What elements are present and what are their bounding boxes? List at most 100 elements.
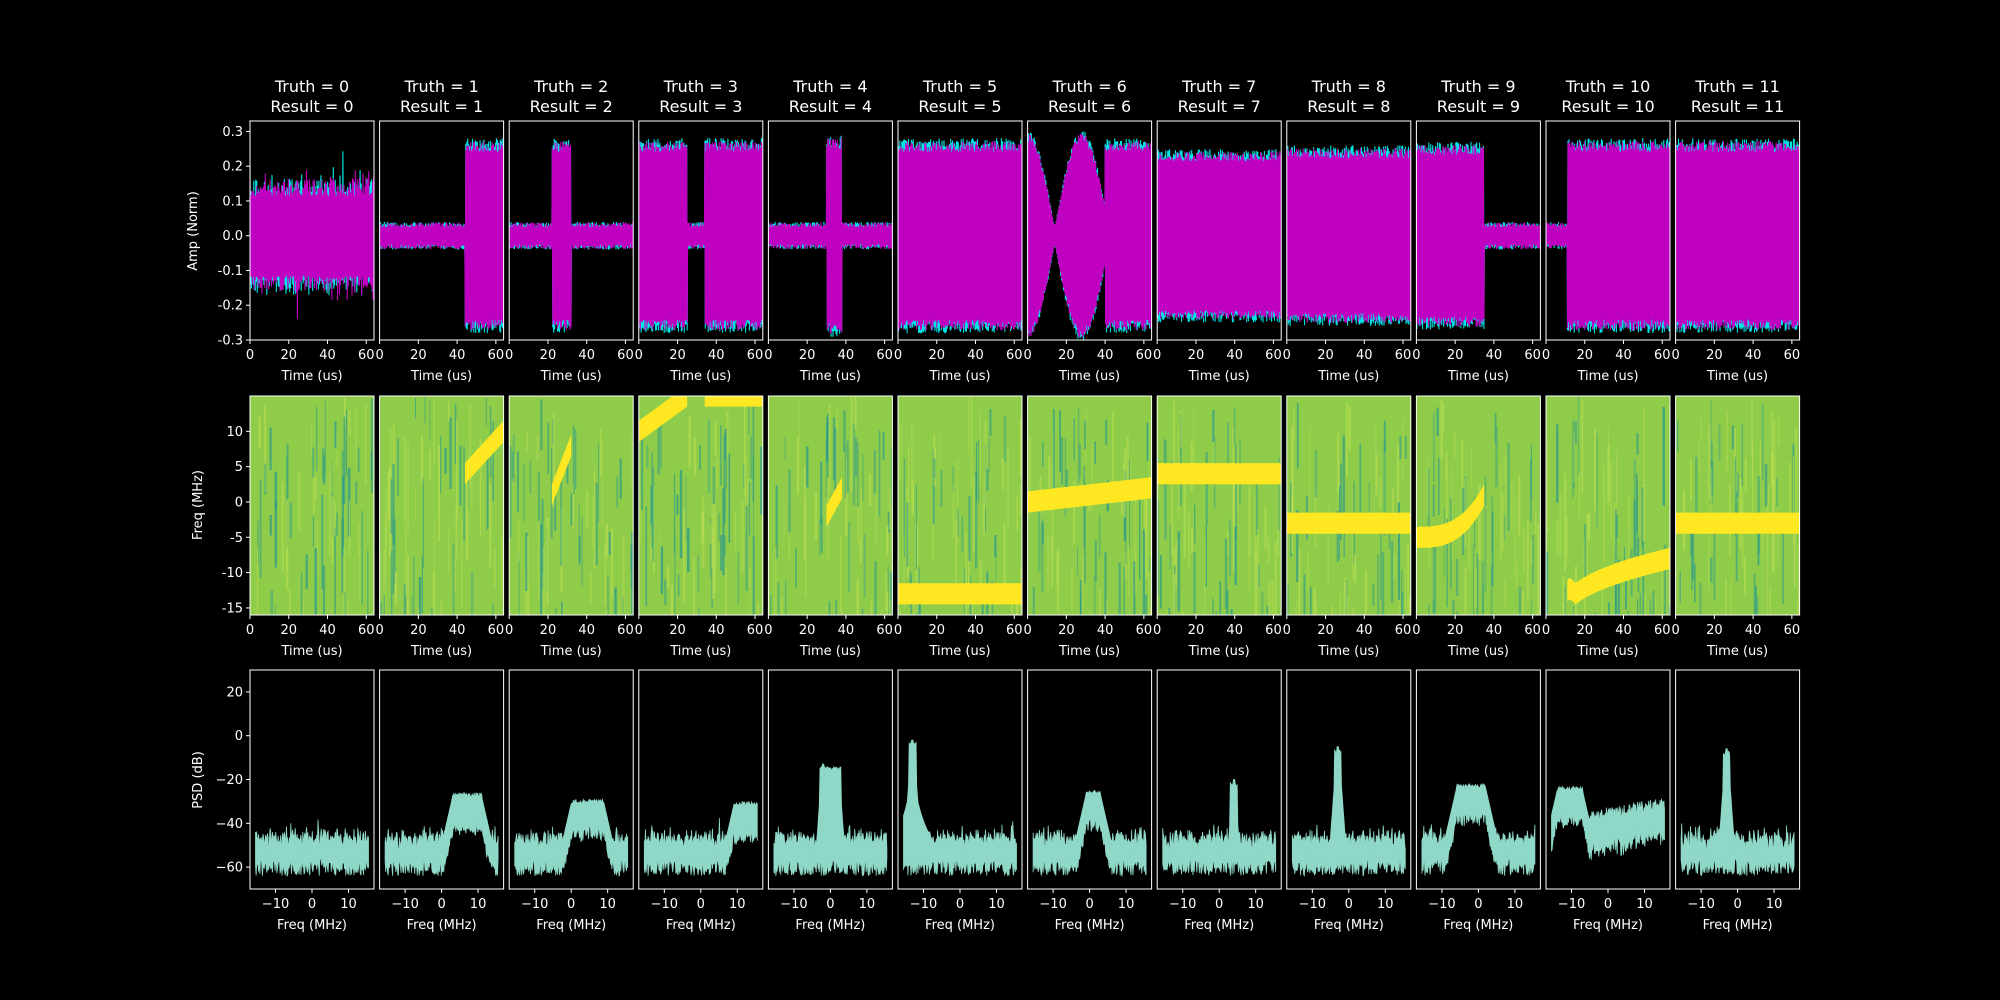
- spectrogram-noise-streak: [619, 458, 622, 499]
- spectrogram-frame: [767, 395, 893, 616]
- spectrogram-noise-streak: [701, 512, 704, 543]
- spectrogram-noise-streak: [911, 479, 914, 515]
- time-domain-frame: [767, 120, 893, 341]
- spectrogram-noise-streak: [875, 492, 877, 545]
- x-axis-label: Freq (MHz): [1184, 918, 1254, 933]
- spectrogram-noise-streak: [1467, 525, 1471, 572]
- y-tick-label: 0.0: [222, 229, 243, 244]
- x-tick-label: −10: [651, 897, 678, 912]
- spectrogram-noise-streak: [1173, 401, 1175, 471]
- spectrogram-noise-streak: [394, 518, 396, 584]
- spectrogram-noise-streak: [305, 554, 308, 589]
- spectrogram-noise-streak: [1587, 514, 1591, 541]
- spectrogram-noise-streak: [1505, 456, 1507, 511]
- spectrogram-noise-streak: [316, 521, 319, 574]
- psd-row: −10 0 10 Freq (MHz) −60 −40 −20 0 20 −10 0 10 Freq (…: [216, 669, 1801, 933]
- spectrogram-noise-streak: [979, 410, 981, 488]
- spectrogram-noise-streak: [769, 594, 772, 615]
- spectrogram-noise-streak: [1434, 539, 1437, 614]
- spectrogram-noise-streak: [1454, 431, 1456, 459]
- spectrogram-noise-streak: [728, 453, 731, 543]
- x-axis-label: Time (us): [540, 644, 602, 659]
- spectrogram-noise-streak: [269, 515, 272, 536]
- spectrogram-noise-streak: [1566, 515, 1569, 562]
- spectrogram-noise-streak: [957, 508, 960, 537]
- spectrogram-noise-streak: [312, 516, 314, 547]
- spectrogram-noise-streak: [777, 582, 780, 615]
- spectrogram-noise-streak: [460, 521, 463, 609]
- spectrogram-noise-streak: [1503, 514, 1506, 541]
- spectrogram-noise-streak: [433, 399, 435, 465]
- spectrogram-noise-streak: [346, 410, 348, 477]
- spectrogram-noise-streak: [709, 518, 712, 578]
- spectrogram-noise-streak: [750, 436, 753, 479]
- time-domain-frame: [1415, 120, 1541, 341]
- panel-title-truth: Truth = 8: [1311, 77, 1386, 96]
- time-domain-frame: [1675, 120, 1801, 341]
- spectrogram-noise-streak: [1169, 524, 1171, 570]
- spectrogram-noise-streak: [415, 397, 417, 419]
- spectrogram-noise-streak: [312, 471, 315, 514]
- spectrogram-noise-streak: [836, 409, 838, 490]
- y-tick-label: -5: [230, 531, 243, 546]
- spectrogram-noise-streak: [1397, 444, 1400, 503]
- panel-title-result: Result = 0: [270, 97, 353, 116]
- x-tick-label: 0: [1671, 348, 1679, 363]
- spectrogram-noise-streak: [1530, 445, 1532, 500]
- spectrogram-noise-streak: [724, 429, 727, 460]
- spectrogram-noise-streak: [1291, 426, 1294, 517]
- spectrogram-noise-streak: [1205, 452, 1208, 526]
- spectrogram-noise-streak: [1500, 466, 1502, 563]
- spectrogram-noise-streak: [1615, 449, 1618, 527]
- spectrogram-noise-streak: [555, 607, 557, 615]
- spectrogram-frame: [1545, 395, 1671, 616]
- spectrogram-noise-streak: [383, 548, 386, 615]
- spectrogram-signal-band: [551, 434, 572, 506]
- spectrogram-noise-streak: [744, 456, 747, 533]
- spectrogram-plot: [250, 396, 374, 615]
- spectrogram-noise-streak: [331, 462, 333, 501]
- spectrogram-noise-streak: [878, 430, 881, 517]
- spectrogram-noise-streak: [1691, 520, 1695, 580]
- spectrogram-noise-streak: [1248, 464, 1251, 556]
- spectrogram-noise-streak: [397, 438, 400, 497]
- spectrogram-noise-streak: [1187, 511, 1190, 568]
- spectrogram-noise-streak: [1578, 472, 1580, 519]
- spectrogram-noise-streak: [616, 476, 619, 508]
- spectrogram-noise-streak: [1484, 508, 1487, 593]
- spectrogram-noise-streak: [933, 447, 937, 486]
- x-axis-label: Time (us): [1188, 644, 1250, 659]
- spectrogram-noise-streak: [1771, 410, 1774, 489]
- spectrogram-noise-streak: [1038, 501, 1041, 572]
- spectrogram-noise-streak: [1261, 591, 1264, 615]
- spectrogram-noise-streak: [489, 483, 492, 567]
- spectrogram-noise-streak: [1268, 582, 1271, 615]
- spectrogram-noise-streak: [1752, 442, 1754, 512]
- spectrogram-noise-streak: [1226, 530, 1229, 556]
- q-trace-line: [1157, 151, 1282, 320]
- spectrogram-noise-streak: [879, 613, 882, 615]
- x-tick-label: 20: [1706, 623, 1723, 638]
- spectrogram-noise-streak: [745, 506, 748, 591]
- x-axis-label: Time (us): [1188, 369, 1250, 384]
- x-axis-label: Freq (MHz): [1703, 918, 1773, 933]
- spectrogram-noise-streak: [857, 606, 860, 615]
- x-tick-label: 20: [1447, 348, 1464, 363]
- spectrogram-noise-streak: [1639, 593, 1641, 615]
- spectrogram-noise-streak: [352, 613, 355, 615]
- spectrogram-noise-streak: [1603, 466, 1605, 563]
- spectrogram-noise-streak: [828, 404, 831, 492]
- spectrogram-frame: [638, 395, 764, 616]
- spectrogram-noise-streak: [660, 546, 664, 595]
- spectrogram-plot: [1027, 396, 1152, 615]
- spectrogram-noise-streak: [825, 437, 827, 498]
- spectrogram-noise-streak: [707, 419, 711, 493]
- spectrogram-noise-streak: [1661, 552, 1663, 615]
- x-tick-label: 0: [505, 623, 513, 638]
- spectrogram-noise-streak: [440, 599, 443, 615]
- spectrogram-noise-streak: [1446, 518, 1448, 608]
- spectrogram-noise-streak: [1432, 484, 1435, 517]
- spectrogram-noise-streak: [1293, 406, 1295, 442]
- time-domain-plot: [1546, 138, 1670, 334]
- q-trace-line: [1027, 133, 1152, 338]
